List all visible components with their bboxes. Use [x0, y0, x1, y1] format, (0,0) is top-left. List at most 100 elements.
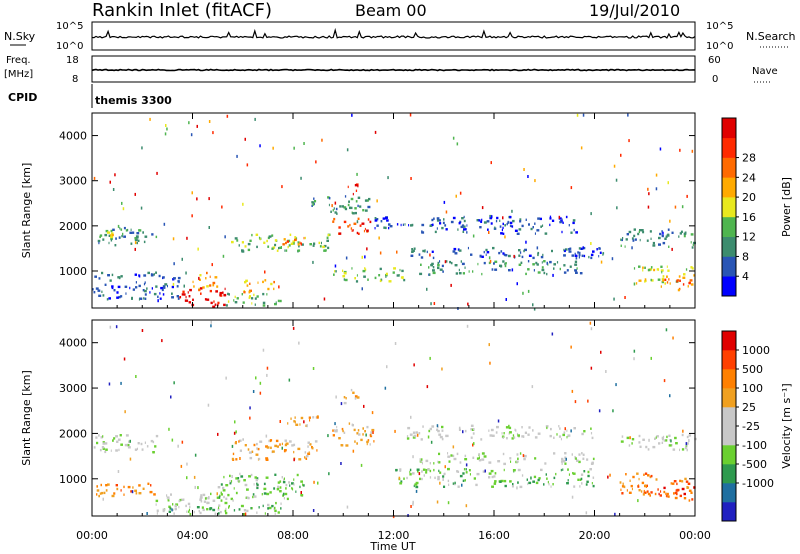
- echo-cell: [448, 483, 450, 486]
- echo-cell: [580, 477, 583, 481]
- echo-cell: [362, 209, 365, 212]
- echo-cell: [439, 435, 443, 439]
- echo-cell: [250, 473, 253, 477]
- echo-cell: [93, 291, 96, 294]
- y-tick-label: 3000: [59, 382, 87, 395]
- isolated-echo: [452, 445, 455, 449]
- echo-cell: [441, 429, 444, 432]
- echo-cell: [637, 485, 640, 488]
- isolated-echo: [416, 433, 419, 437]
- echo-cell: [657, 488, 659, 491]
- echo-cell: [460, 260, 462, 263]
- echo-cell: [264, 512, 266, 515]
- echo-cell: [537, 432, 541, 435]
- echo-cell: [350, 227, 353, 230]
- y-tick-label: 1000: [59, 473, 87, 486]
- echo-cell: [559, 267, 561, 271]
- echo-cell: [488, 472, 492, 475]
- echo-cell: [235, 477, 238, 480]
- isolated-echo: [574, 400, 577, 404]
- echo-cell: [668, 278, 670, 281]
- echo-cell: [254, 297, 257, 300]
- echo-cell: [519, 485, 523, 489]
- echo-cell: [682, 283, 685, 286]
- isolated-echo: [504, 235, 506, 239]
- echo-cell: [664, 282, 666, 285]
- echo-cell: [621, 485, 625, 488]
- echo-cell: [524, 431, 527, 434]
- echo-cell: [481, 218, 483, 222]
- echo-cell: [220, 493, 223, 496]
- echo-cell: [660, 269, 664, 272]
- echo-cell: [259, 440, 263, 443]
- isolated-echo: [317, 481, 319, 485]
- isolated-echo: [135, 375, 137, 378]
- isolated-echo: [141, 146, 143, 150]
- echo-cell: [402, 223, 404, 226]
- echo-cell: [228, 293, 230, 296]
- echo-cell: [378, 274, 381, 277]
- echo-cell: [571, 453, 573, 456]
- echo-cell: [255, 453, 259, 456]
- echo-cell: [350, 197, 354, 201]
- echo-cell: [295, 490, 297, 493]
- echo-cell: [432, 271, 436, 275]
- echo-cell: [109, 279, 112, 282]
- echo-cell: [459, 220, 462, 224]
- echo-cell: [549, 260, 552, 264]
- echo-cell: [644, 484, 647, 487]
- beam-label: Beam 00: [355, 1, 427, 20]
- echo-cell: [464, 479, 466, 482]
- echo-cell: [268, 439, 270, 443]
- echo-cell: [586, 458, 589, 461]
- echo-cell: [403, 477, 405, 480]
- isolated-echo: [613, 297, 615, 301]
- isolated-echo: [361, 287, 363, 291]
- echo-cell: [183, 293, 186, 296]
- echo-cell: [643, 489, 645, 493]
- isolated-echo: [465, 463, 468, 467]
- isolated-echo: [190, 133, 193, 137]
- echo-cell: [347, 203, 350, 207]
- echo-cell: [255, 233, 259, 236]
- colorbar-swatch: [722, 464, 736, 484]
- echo-cell: [150, 484, 152, 487]
- echo-cell: [661, 436, 664, 440]
- echo-cell: [534, 222, 536, 225]
- echo-cell: [178, 280, 180, 284]
- echo-cell: [574, 260, 578, 263]
- echo-cell: [262, 304, 266, 307]
- echo-cell: [528, 223, 530, 226]
- echo-cell: [289, 484, 291, 487]
- echo-cell: [437, 477, 440, 481]
- isolated-echo: [210, 320, 212, 324]
- isolated-echo: [364, 255, 366, 259]
- echo-cell: [363, 275, 366, 278]
- echo-cell: [143, 240, 146, 244]
- colorbar-swatch: [722, 137, 736, 158]
- echo-cell: [149, 490, 153, 494]
- echo-cell: [646, 491, 648, 494]
- isolated-echo: [186, 462, 188, 466]
- echo-cell: [532, 256, 535, 260]
- echo-cell: [691, 498, 694, 501]
- isolated-echo: [177, 444, 179, 448]
- echo-cell: [101, 491, 104, 495]
- echo-cell: [344, 195, 347, 198]
- isolated-echo: [590, 327, 593, 331]
- echo-cell: [487, 228, 489, 231]
- echo-cell: [488, 476, 491, 479]
- echo-cell: [521, 255, 524, 259]
- echo-cell: [686, 435, 689, 439]
- isolated-echo: [356, 220, 359, 224]
- echo-cell: [111, 494, 115, 498]
- echo-cell: [285, 249, 288, 252]
- echo-cell: [537, 271, 541, 274]
- echo-cell: [98, 294, 102, 297]
- echo-cell: [429, 427, 432, 431]
- isolated-echo: [615, 178, 618, 182]
- echo-cell: [426, 250, 428, 254]
- echo-cell: [304, 451, 307, 454]
- echo-cell: [271, 450, 275, 453]
